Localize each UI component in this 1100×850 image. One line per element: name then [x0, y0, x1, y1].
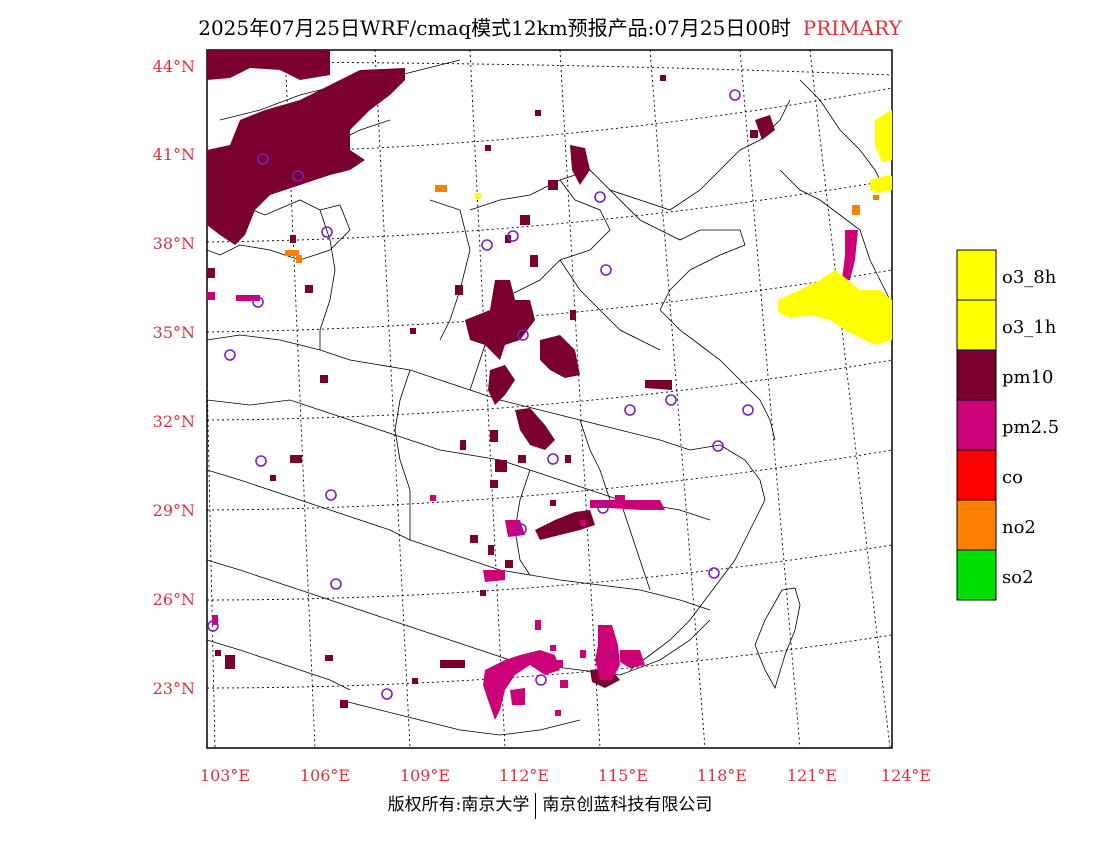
no2-areas	[285, 185, 879, 263]
copyright-left: 版权所有:南京大学	[387, 795, 530, 815]
map-title: 2025年07月25日WRF/cmaq模式12km预报产品:07月25日00时 P…	[0, 12, 1100, 41]
copyright-right: 南京创蓝科技有限公司	[542, 795, 713, 815]
lon-label: 112°E	[499, 766, 549, 785]
legend-swatch-o3-1h	[956, 299, 997, 351]
boundary-lines	[207, 59, 891, 736]
lat-label: 41°N	[153, 145, 195, 164]
legend-label-co: co	[1002, 467, 1023, 488]
lon-label: 109°E	[400, 766, 450, 785]
lat-label: 23°N	[153, 679, 195, 698]
lat-label: 29°N	[153, 501, 195, 520]
title-main: 2025年07月25日WRF/cmaq模式12km预报产品:07月25日00时	[198, 16, 791, 40]
longitude-labels: 103°E 106°E 109°E 112°E 115°E 118°E 121°…	[200, 766, 931, 785]
legend-swatch-no2	[956, 499, 997, 551]
legend-label-o3-8h: o3_8h	[1002, 267, 1057, 288]
graticule-parallels	[207, 61, 892, 689]
legend-label-so2: so2	[1002, 567, 1034, 588]
pm10-areas	[207, 50, 775, 708]
lon-label: 103°E	[200, 766, 250, 785]
legend-label-pm10: pm10	[1002, 367, 1054, 388]
legend-label-pm25: pm2.5	[1002, 417, 1059, 438]
lon-label: 115°E	[598, 766, 648, 785]
lat-label: 32°N	[153, 412, 195, 431]
o3-areas	[475, 110, 892, 345]
taiwan-outline	[754, 587, 801, 690]
legend-swatch-co	[956, 449, 997, 501]
lon-label: 118°E	[697, 766, 747, 785]
legend-swatch-pm10	[956, 349, 997, 401]
copyright-footer: 版权所有:南京大学 南京创蓝科技有限公司	[0, 790, 1100, 819]
lon-label: 106°E	[300, 766, 350, 785]
lat-label: 35°N	[153, 323, 195, 342]
station-markers	[207, 89, 754, 700]
legend-swatch-pm25	[956, 399, 997, 451]
lat-label: 44°N	[153, 57, 195, 76]
lon-label: 121°E	[787, 766, 837, 785]
latitude-labels: 44°N 41°N 38°N 35°N 32°N 29°N 26°N 23°N	[153, 57, 195, 698]
lat-label: 38°N	[153, 234, 195, 253]
lon-label: 124°E	[881, 766, 931, 785]
legend-swatch-so2	[956, 549, 997, 601]
legend: o3_8h o3_1h pm10 pm2.5 co no2 so2	[956, 249, 1059, 601]
legend-label-no2: no2	[1002, 517, 1036, 538]
legend-swatch-o3-8h	[956, 249, 997, 301]
title-primary: PRIMARY	[802, 16, 902, 40]
legend-label-o3-1h: o3_1h	[1002, 317, 1057, 338]
lat-label: 26°N	[153, 590, 195, 609]
copyright-divider	[535, 792, 537, 819]
